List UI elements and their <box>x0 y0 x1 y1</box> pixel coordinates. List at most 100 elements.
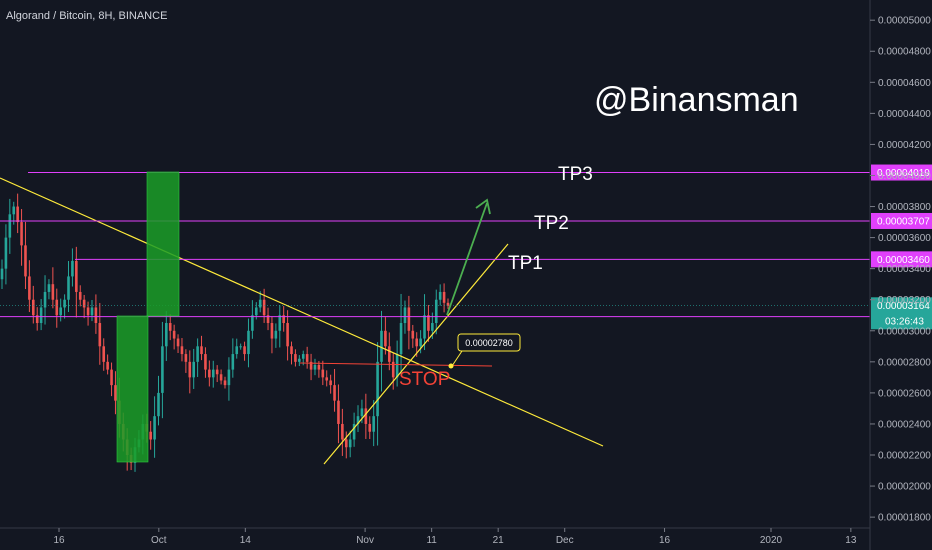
candle-body <box>305 354 309 362</box>
tp1-label: TP1 <box>508 253 543 274</box>
price-tick-label: 0.00004000 <box>878 171 931 182</box>
time-tick-label: Nov <box>356 535 374 546</box>
candle-body <box>4 237 8 269</box>
candle-body <box>86 307 90 316</box>
price-tick-label: 0.00001800 <box>878 513 931 524</box>
candlestick-series <box>0 193 450 472</box>
projection-box[interactable] <box>146 171 180 317</box>
candle-body <box>380 330 383 362</box>
candle-body <box>231 354 235 370</box>
last-price-badge <box>871 297 932 330</box>
candle-body <box>63 299 66 308</box>
candle-body <box>294 354 297 362</box>
tp2-label: TP2 <box>534 213 569 234</box>
candle-body <box>423 315 426 339</box>
price-tick-label: 0.00004800 <box>878 47 931 58</box>
candle-body <box>329 380 332 386</box>
level-price-label: 0.00003707 <box>877 216 930 227</box>
candle-body <box>16 206 19 223</box>
candle-body <box>286 323 289 347</box>
price-tick-label: 0.00002200 <box>878 451 931 462</box>
candle-body <box>188 361 192 378</box>
last-price-label: 0.00003164 <box>877 301 930 312</box>
candle-body <box>438 291 442 300</box>
countdown-label: 03:26:43 <box>885 316 924 327</box>
candle-body <box>431 323 434 331</box>
candle-body <box>434 299 438 324</box>
callout-box <box>457 333 521 352</box>
candle-body <box>282 315 285 324</box>
candle-body <box>348 439 352 448</box>
stop-line[interactable] <box>299 362 493 367</box>
candle-body <box>313 364 317 370</box>
candle-body <box>172 330 176 339</box>
price-tick-label: 0.00004200 <box>878 140 931 151</box>
time-tick-label: 16 <box>659 535 671 546</box>
candle-body <box>317 364 321 370</box>
candle-body <box>90 307 94 316</box>
price-axis[interactable]: 0.00001800 0.00002000 0.00002200 0.00002400… <box>869 0 931 550</box>
candle-body <box>200 346 203 355</box>
candle-body <box>415 338 419 347</box>
candle-body <box>442 291 446 303</box>
candle-body <box>180 346 184 355</box>
price-tick-label: 0.00003400 <box>878 264 931 275</box>
candle-body <box>411 330 415 339</box>
candle-body <box>376 361 379 417</box>
ascending-trendline[interactable] <box>323 243 509 465</box>
price-tick-label: 0.00002400 <box>878 419 931 430</box>
level-price-label: 0.00004019 <box>877 168 930 179</box>
candle-body <box>384 330 387 347</box>
candle-body <box>55 299 59 316</box>
candle-body <box>243 346 246 355</box>
price-tick-label: 0.00003000 <box>878 326 931 337</box>
candle-body <box>223 380 227 386</box>
time-tick-label: 13 <box>845 535 857 546</box>
candle-body <box>419 338 422 347</box>
candle-body <box>403 307 407 324</box>
candle-body <box>149 431 152 440</box>
tp3-label: TP3 <box>558 164 593 185</box>
stop-label: STOP <box>399 369 450 390</box>
descending-trendline[interactable] <box>0 177 604 447</box>
candle-body <box>372 416 375 432</box>
candle-body <box>407 307 411 331</box>
time-axis-labels: 16 Oct 14 Nov 11 21 Dec 16 2020 13 <box>53 528 857 546</box>
stop-price-callout[interactable]: 0.00002780 <box>448 333 521 369</box>
time-axis[interactable]: 16 Oct 14 Nov 11 21 Dec 16 2020 13 <box>0 527 870 546</box>
candle-body <box>153 416 156 440</box>
candle-body <box>184 354 188 362</box>
candle-body <box>0 268 4 280</box>
candle-body <box>43 291 47 308</box>
candle-body <box>35 315 39 324</box>
candle-body <box>427 315 430 331</box>
price-tick-label: 0.00002600 <box>878 388 931 399</box>
candle-body <box>39 307 43 324</box>
drop-box[interactable] <box>116 315 149 463</box>
price-axis-ticks <box>870 19 875 518</box>
time-tick-label: 16 <box>53 535 65 546</box>
candle-body <box>337 400 340 424</box>
candle-body <box>254 307 258 316</box>
candle-body <box>352 423 356 440</box>
candle-body <box>258 299 262 308</box>
price-tick-label: 0.00005000 <box>878 16 931 27</box>
level-price-badge <box>871 164 932 181</box>
candle-body <box>67 276 70 300</box>
candle-body <box>161 346 164 393</box>
candle-body <box>266 315 270 324</box>
candle-body <box>356 416 360 424</box>
projection-arrow[interactable] <box>446 198 491 316</box>
candle-body <box>208 369 211 378</box>
time-tick-label: Dec <box>556 535 574 546</box>
candle-body <box>211 369 215 378</box>
candle-body <box>176 338 180 347</box>
candle-body <box>204 354 207 370</box>
candle-body <box>106 361 109 370</box>
candle-body <box>368 423 372 432</box>
candle-body <box>388 346 391 362</box>
candle-body <box>59 307 62 316</box>
candle-body <box>270 323 274 339</box>
candle-body <box>94 307 98 324</box>
